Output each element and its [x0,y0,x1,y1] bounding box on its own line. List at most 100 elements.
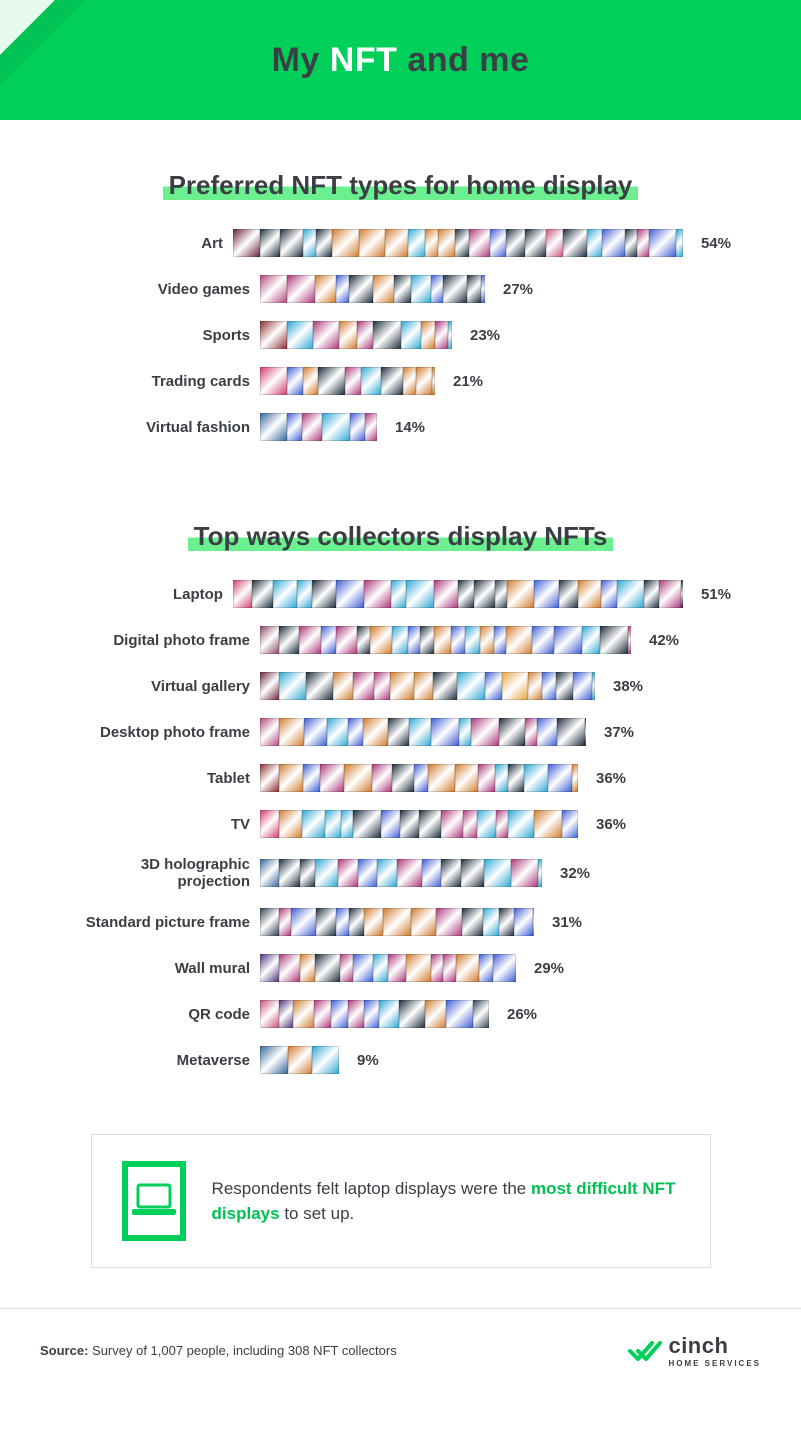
brand-text-block: cinch HOME SERVICES [668,1333,761,1368]
title-post: and me [397,41,529,79]
bar-track [260,626,631,654]
bar-track [260,321,452,349]
bar [260,275,485,303]
bar-row: Art 54% [70,229,731,257]
bar-track [233,229,683,257]
bar-value: 36% [596,770,626,787]
title-pre: My [272,41,330,79]
source-text: Survey of 1,007 people, including 308 NF… [88,1343,396,1358]
bar-label: Trading cards [70,373,250,390]
callout-text-post: to set up. [280,1204,355,1223]
bar-row: Sports 23% [70,321,731,349]
bar [260,413,377,441]
bar-row: TV 36% [70,810,731,838]
bar-row: Laptop51% [70,580,731,608]
bar-value: 42% [649,632,679,649]
bar [260,954,516,982]
bar-track [260,275,485,303]
bar-value: 23% [470,327,500,344]
bar-track [260,718,586,746]
bar [233,229,683,257]
bar-value: 51% [701,586,731,603]
bar [260,859,542,887]
callout-box: Respondents felt laptop displays were th… [91,1134,711,1268]
section-display-methods: Top ways collectors display NFTs Laptop5… [0,471,801,1104]
bar-row: Metaverse9% [70,1046,731,1074]
bar-track [260,810,578,838]
callout-text-pre: Respondents felt laptop displays were th… [212,1179,531,1198]
brand-subtitle: HOME SERVICES [668,1359,761,1368]
bar-label: Wall mural [70,960,250,977]
page-title: My NFT and me [272,41,530,80]
bar-track [260,859,542,887]
bar-value: 29% [534,960,564,977]
bar-row: Digital photo frame 42% [70,626,731,654]
title-accent: NFT [330,41,398,79]
section-title: Top ways collectors display NFTs [188,521,614,551]
bar-track [260,367,435,395]
bar-row: Tablet 36% [70,764,731,792]
bar [260,626,631,654]
bar-row: QR code 26% [70,1000,731,1028]
bar-value: 54% [701,235,731,252]
brand-name: cinch [668,1333,728,1358]
bar-label: Virtual fashion [70,419,250,436]
bar-row: Trading cards 21% [70,367,731,395]
bar-label: Video games [70,281,250,298]
bar-value: 37% [604,724,634,741]
bar-value: 26% [507,1006,537,1023]
bar-label: Metaverse [70,1052,250,1069]
bar [260,718,586,746]
bar [260,1000,489,1028]
callout-text: Respondents felt laptop displays were th… [212,1176,680,1227]
chart1-rows: Art 54% Video games 27% Sports 23% Trading car… [60,229,741,461]
bar-value: 36% [596,816,626,833]
bar-label: Sports [70,327,250,344]
header-corner [0,0,55,55]
bar [260,321,452,349]
brand-logo: cinch HOME SERVICES [628,1333,761,1368]
bar-track [260,672,595,700]
bar-track [260,908,534,936]
section-title-wrap: Top ways collectors display NFTs [60,521,741,552]
bar-row: Desktop photo frame 37% [70,718,731,746]
bar-label: TV [70,816,250,833]
bar [260,764,578,792]
bar-label: Tablet [70,770,250,787]
bar-track [260,1000,489,1028]
bar-value: 27% [503,281,533,298]
callout-icon-frame [122,1161,186,1241]
bar-row: Standard picture frame 31% [70,908,731,936]
bar [260,1046,339,1074]
bar-label: Desktop photo frame [70,724,250,741]
bar-label: Virtual gallery [70,678,250,695]
section-title: Preferred NFT types for home display [163,170,639,200]
bar-track [260,954,516,982]
bar-track [260,764,578,792]
section-preferred-types: Preferred NFT types for home display Art… [0,120,801,471]
footer: Source: Survey of 1,007 people, includin… [0,1308,801,1392]
bar-value: 21% [453,373,483,390]
header: My NFT and me [0,0,801,120]
bar-value: 32% [560,865,590,882]
laptop-icon [130,1183,178,1219]
bar-track [260,1046,339,1074]
bar-row: Video games 27% [70,275,731,303]
bar [233,580,683,608]
bar-value: 38% [613,678,643,695]
chart2-rows: Laptop51% Digital photo frame 42% Virtual g… [60,580,741,1094]
bar-row: Virtual fashion14% [70,413,731,441]
source-line: Source: Survey of 1,007 people, includin… [40,1343,397,1358]
section-title-wrap: Preferred NFT types for home display [60,170,741,201]
bar-row: Virtual gallery 38% [70,672,731,700]
bar-label: Digital photo frame [70,632,250,649]
bar [260,908,534,936]
bar-label: Art [70,235,223,252]
bar [260,367,435,395]
bar-value: 31% [552,914,582,931]
bar-track [233,580,683,608]
bar-track [260,413,377,441]
bar-label: QR code [70,1006,250,1023]
bar-label: Standard picture frame [70,914,250,931]
bar [260,672,595,700]
